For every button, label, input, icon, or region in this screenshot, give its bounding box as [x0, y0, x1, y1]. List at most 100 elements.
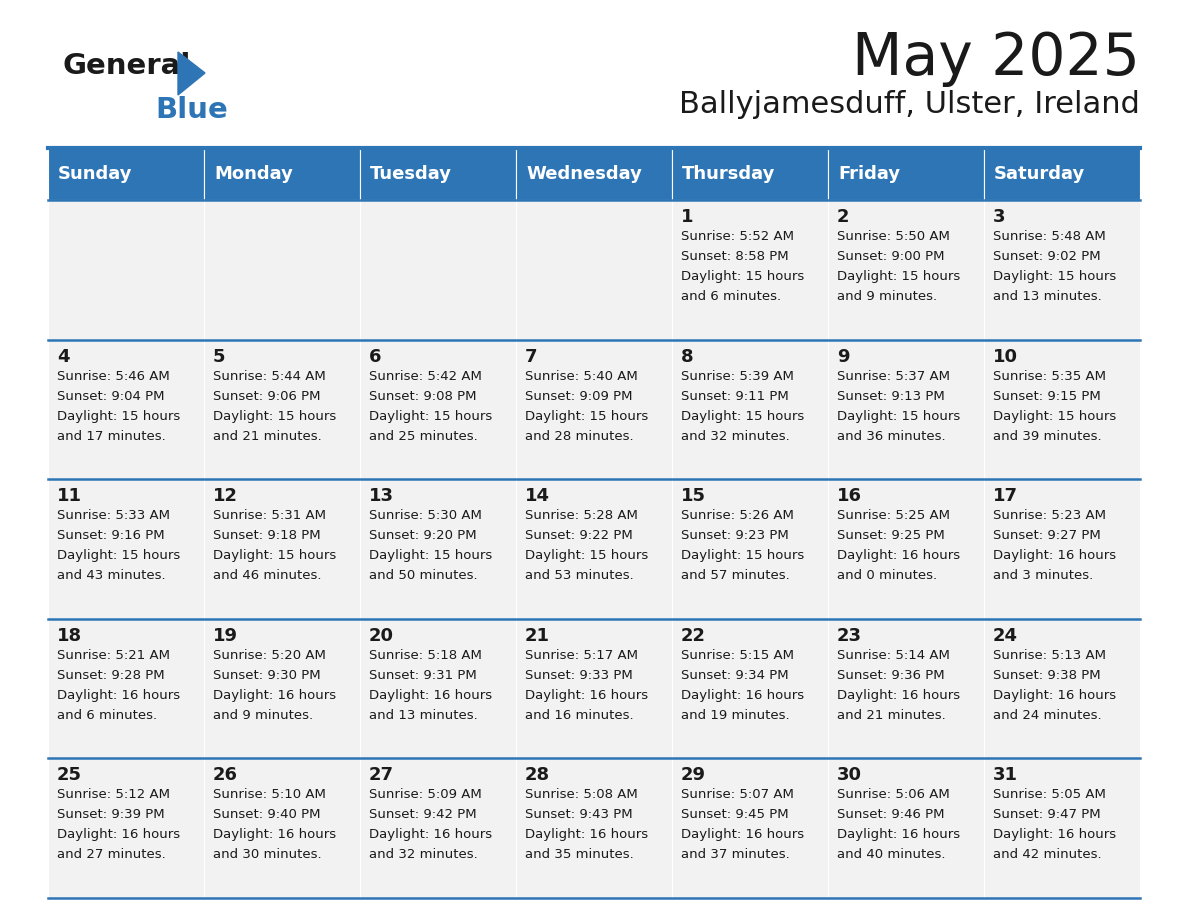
Bar	[828, 148, 984, 200]
Bar	[360, 758, 516, 898]
Bar	[984, 619, 1140, 758]
Text: Daylight: 16 hours: Daylight: 16 hours	[213, 828, 336, 842]
Text: Daylight: 15 hours: Daylight: 15 hours	[838, 270, 960, 283]
Bar	[984, 200, 1140, 340]
Text: Sunrise: 5:35 AM: Sunrise: 5:35 AM	[993, 370, 1106, 383]
Bar	[360, 200, 516, 340]
Text: Sunrise: 5:14 AM: Sunrise: 5:14 AM	[838, 649, 950, 662]
Bar	[672, 340, 828, 479]
Text: 3: 3	[993, 208, 1005, 226]
Text: Sunrise: 5:17 AM: Sunrise: 5:17 AM	[525, 649, 638, 662]
Text: Sunrise: 5:25 AM: Sunrise: 5:25 AM	[838, 509, 950, 522]
Text: Sunset: 9:47 PM: Sunset: 9:47 PM	[993, 809, 1100, 822]
Text: 10: 10	[993, 348, 1018, 365]
Bar	[204, 479, 360, 619]
Text: Sunset: 9:06 PM: Sunset: 9:06 PM	[213, 389, 321, 403]
Text: Daylight: 16 hours: Daylight: 16 hours	[681, 688, 804, 701]
Text: and 53 minutes.: and 53 minutes.	[525, 569, 633, 582]
Text: 7: 7	[525, 348, 537, 365]
Text: 21: 21	[525, 627, 550, 644]
Text: Daylight: 15 hours: Daylight: 15 hours	[993, 409, 1117, 422]
Text: Daylight: 16 hours: Daylight: 16 hours	[993, 549, 1116, 562]
Text: Sunset: 9:34 PM: Sunset: 9:34 PM	[681, 669, 789, 682]
Text: Ballyjamesduff, Ulster, Ireland: Ballyjamesduff, Ulster, Ireland	[680, 90, 1140, 119]
Text: and 25 minutes.: and 25 minutes.	[369, 430, 478, 442]
Bar	[828, 340, 984, 479]
Bar	[516, 200, 672, 340]
Text: and 42 minutes.: and 42 minutes.	[993, 848, 1101, 861]
Text: Daylight: 16 hours: Daylight: 16 hours	[525, 828, 649, 842]
Text: and 28 minutes.: and 28 minutes.	[525, 430, 633, 442]
Text: and 6 minutes.: and 6 minutes.	[57, 709, 157, 722]
Text: Daylight: 15 hours: Daylight: 15 hours	[681, 549, 804, 562]
Text: Daylight: 15 hours: Daylight: 15 hours	[213, 549, 336, 562]
Text: Sunrise: 5:26 AM: Sunrise: 5:26 AM	[681, 509, 794, 522]
Text: 29: 29	[681, 767, 706, 784]
Bar	[48, 340, 204, 479]
Text: 16: 16	[838, 487, 862, 505]
Bar	[204, 619, 360, 758]
Text: and 27 minutes.: and 27 minutes.	[57, 848, 166, 861]
Text: and 36 minutes.: and 36 minutes.	[838, 430, 946, 442]
Text: Tuesday: Tuesday	[369, 165, 451, 183]
Text: Saturday: Saturday	[994, 165, 1086, 183]
Text: and 35 minutes.: and 35 minutes.	[525, 848, 633, 861]
Text: Daylight: 15 hours: Daylight: 15 hours	[681, 270, 804, 283]
Text: and 37 minutes.: and 37 minutes.	[681, 848, 790, 861]
Text: and 21 minutes.: and 21 minutes.	[213, 430, 322, 442]
Text: Sunset: 9:42 PM: Sunset: 9:42 PM	[369, 809, 476, 822]
Text: Sunset: 9:40 PM: Sunset: 9:40 PM	[213, 809, 321, 822]
Text: 4: 4	[57, 348, 70, 365]
Text: 5: 5	[213, 348, 226, 365]
Bar	[828, 479, 984, 619]
Text: and 13 minutes.: and 13 minutes.	[369, 709, 478, 722]
Bar	[672, 758, 828, 898]
Text: Sunset: 9:04 PM: Sunset: 9:04 PM	[57, 389, 164, 403]
Bar	[360, 148, 516, 200]
Text: Daylight: 16 hours: Daylight: 16 hours	[57, 828, 181, 842]
Text: Daylight: 16 hours: Daylight: 16 hours	[57, 688, 181, 701]
Text: and 39 minutes.: and 39 minutes.	[993, 430, 1101, 442]
Text: 22: 22	[681, 627, 706, 644]
Text: Sunrise: 5:09 AM: Sunrise: 5:09 AM	[369, 789, 482, 801]
Text: and 6 minutes.: and 6 minutes.	[681, 290, 782, 303]
Text: Daylight: 15 hours: Daylight: 15 hours	[57, 409, 181, 422]
Text: Sunset: 9:18 PM: Sunset: 9:18 PM	[213, 529, 321, 543]
Text: 11: 11	[57, 487, 82, 505]
Text: and 57 minutes.: and 57 minutes.	[681, 569, 790, 582]
Bar	[984, 479, 1140, 619]
Text: 9: 9	[838, 348, 849, 365]
Bar	[516, 340, 672, 479]
Text: and 50 minutes.: and 50 minutes.	[369, 569, 478, 582]
Text: Sunset: 9:38 PM: Sunset: 9:38 PM	[993, 669, 1100, 682]
Text: Sunset: 9:02 PM: Sunset: 9:02 PM	[993, 250, 1100, 263]
Text: Sunset: 9:36 PM: Sunset: 9:36 PM	[838, 669, 944, 682]
Text: Sunrise: 5:07 AM: Sunrise: 5:07 AM	[681, 789, 794, 801]
Bar	[360, 619, 516, 758]
Text: Sunrise: 5:48 AM: Sunrise: 5:48 AM	[993, 230, 1106, 243]
Text: Daylight: 15 hours: Daylight: 15 hours	[369, 549, 492, 562]
Text: and 9 minutes.: and 9 minutes.	[213, 709, 314, 722]
Bar	[672, 148, 828, 200]
Text: Sunrise: 5:50 AM: Sunrise: 5:50 AM	[838, 230, 950, 243]
Bar	[984, 758, 1140, 898]
Text: Sunrise: 5:20 AM: Sunrise: 5:20 AM	[213, 649, 326, 662]
Bar	[516, 479, 672, 619]
Text: Daylight: 16 hours: Daylight: 16 hours	[369, 828, 492, 842]
Text: and 0 minutes.: and 0 minutes.	[838, 569, 937, 582]
Text: 19: 19	[213, 627, 238, 644]
Text: Sunset: 9:30 PM: Sunset: 9:30 PM	[213, 669, 321, 682]
Text: Sunrise: 5:33 AM: Sunrise: 5:33 AM	[57, 509, 170, 522]
Text: Sunset: 9:16 PM: Sunset: 9:16 PM	[57, 529, 165, 543]
Text: 25: 25	[57, 767, 82, 784]
Text: Sunrise: 5:31 AM: Sunrise: 5:31 AM	[213, 509, 326, 522]
Text: Blue: Blue	[154, 96, 228, 124]
Bar	[672, 619, 828, 758]
Text: Daylight: 16 hours: Daylight: 16 hours	[681, 828, 804, 842]
Text: 28: 28	[525, 767, 550, 784]
Text: and 16 minutes.: and 16 minutes.	[525, 709, 633, 722]
Text: Daylight: 15 hours: Daylight: 15 hours	[681, 409, 804, 422]
Text: Wednesday: Wednesday	[526, 165, 642, 183]
Bar	[828, 619, 984, 758]
Bar	[48, 758, 204, 898]
